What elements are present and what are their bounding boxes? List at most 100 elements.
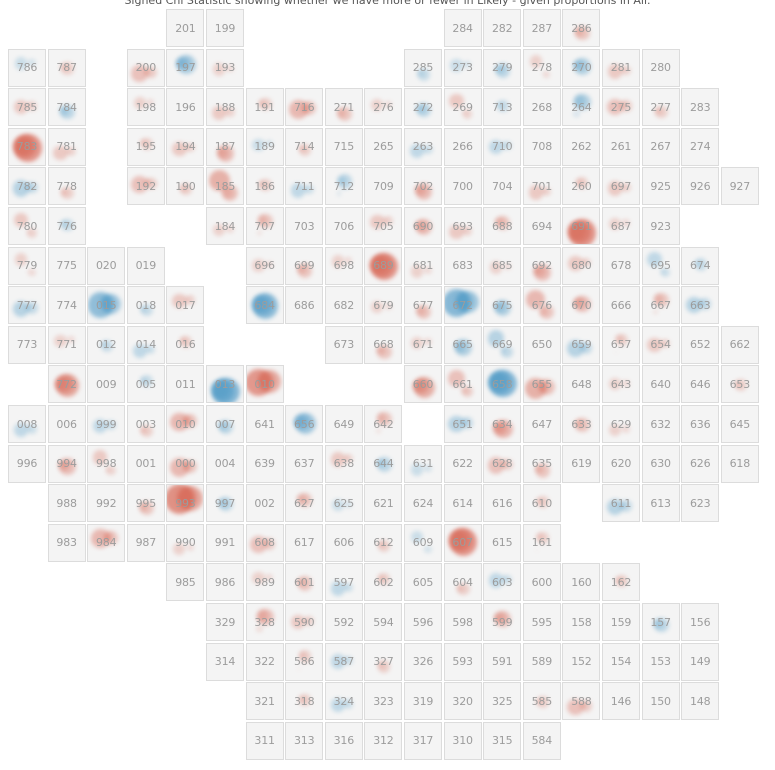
tile-code-label: 195 (135, 140, 157, 154)
shading-blob (139, 427, 142, 431)
shading-blob (299, 694, 312, 707)
tile-code-label: 680 (571, 259, 592, 273)
tile-code-label: 636 (689, 417, 711, 431)
shading-blob (298, 145, 306, 153)
shading-blob (449, 529, 472, 553)
shading-blob (140, 304, 153, 317)
shading-blob (258, 180, 267, 188)
tile-code-label: 657 (610, 338, 632, 352)
shading-blob (343, 657, 348, 662)
tile-code-label: 013 (214, 377, 236, 391)
tile-code-label: 787 (56, 61, 77, 75)
shading-blob (695, 258, 708, 271)
shading-blob (26, 102, 32, 108)
shading-blob (224, 108, 230, 114)
shading-blob (415, 218, 433, 236)
shading-blob (384, 102, 387, 105)
tile-code-label: 776 (56, 219, 77, 233)
tile-199: 199 (206, 9, 244, 47)
shading-blob (376, 428, 381, 434)
tile-709: 709 (364, 167, 403, 206)
tile-code-label: 154 (610, 655, 632, 669)
shading-blob (543, 70, 551, 79)
shading-blob (456, 584, 465, 592)
tile-code-label: 687 (610, 219, 632, 233)
tile-code-label: 162 (610, 575, 632, 589)
tile-code-label: 321 (254, 694, 275, 708)
tile-code-label: 993 (175, 496, 196, 510)
tile-687: 687 (602, 207, 640, 245)
tile-code-label: 612 (373, 536, 394, 550)
shading-blob (303, 617, 309, 623)
shading-blob (139, 500, 154, 516)
tile-658: 658 (483, 365, 522, 404)
tile-code-label: 189 (254, 140, 275, 154)
tile-694: 694 (522, 207, 561, 245)
tile-code-label: 677 (412, 298, 434, 312)
shading-blob (218, 498, 228, 508)
tile-269: 269 (443, 88, 482, 127)
tile-154: 154 (602, 642, 640, 681)
tile-code-label: 611 (610, 496, 632, 510)
shading-blob (217, 145, 235, 163)
shading-blob (246, 368, 273, 397)
shading-blob (574, 93, 591, 111)
shading-blob (252, 293, 279, 319)
shading-blob (26, 425, 32, 431)
tile-code-label: 265 (373, 140, 394, 154)
shading-blob (487, 330, 505, 348)
shading-blob (140, 137, 153, 150)
tile-code-label: 604 (452, 575, 473, 589)
shading-blob (13, 136, 31, 155)
shading-blob (573, 59, 586, 72)
shading-blob (26, 302, 38, 314)
tile-code-label: 697 (610, 179, 632, 193)
tile-599: 599 (483, 603, 522, 641)
shading-blob (66, 147, 77, 157)
shading-blob (257, 230, 262, 236)
shading-blob (337, 108, 347, 118)
shading-blob (212, 223, 226, 237)
shading-blob (621, 426, 625, 430)
shading-blob (176, 56, 191, 71)
shading-blob (61, 62, 74, 75)
shading-blob (60, 65, 63, 68)
shading-blob (265, 262, 268, 265)
shading-blob (568, 220, 591, 244)
shading-blob (299, 650, 312, 663)
tile-636: 636 (681, 405, 720, 443)
tile-code-label: 660 (412, 377, 434, 391)
tile-code-label: 324 (333, 694, 355, 708)
tile-617: 617 (285, 523, 324, 562)
tile-code-label: 667 (650, 298, 671, 312)
tile-006: 006 (47, 405, 86, 443)
tile-272: 272 (404, 88, 442, 127)
shading-blob (60, 104, 75, 120)
tile-code-label: 323 (373, 694, 394, 708)
tile-996: 996 (8, 444, 46, 483)
tile-code-label: 260 (571, 179, 592, 193)
shading-blob (542, 186, 552, 197)
tile-631: 631 (404, 444, 442, 483)
tile-code-label: 586 (293, 655, 315, 669)
tile-code-label: 675 (491, 298, 513, 312)
shading-blob (12, 180, 30, 197)
tile-code-label: 264 (571, 100, 592, 114)
tile-code-label: 671 (412, 338, 434, 352)
shading-blob (296, 266, 302, 271)
shading-blob (105, 421, 111, 427)
shading-blob (92, 418, 108, 434)
tile-code-label: 778 (56, 179, 77, 193)
shading-blob (293, 415, 305, 427)
tile-code-label: 628 (491, 457, 513, 471)
tile-code-label: 587 (333, 655, 355, 669)
tile-code-label: 998 (95, 457, 117, 471)
tile-192: 192 (126, 167, 165, 206)
shading-blob (574, 295, 591, 313)
tile-660: 660 (404, 365, 442, 404)
tile-code-label: 271 (333, 100, 355, 114)
tile-280: 280 (641, 48, 680, 87)
shading-blob (14, 253, 28, 266)
tile-695: 695 (641, 246, 680, 285)
shading-blob (105, 467, 111, 472)
